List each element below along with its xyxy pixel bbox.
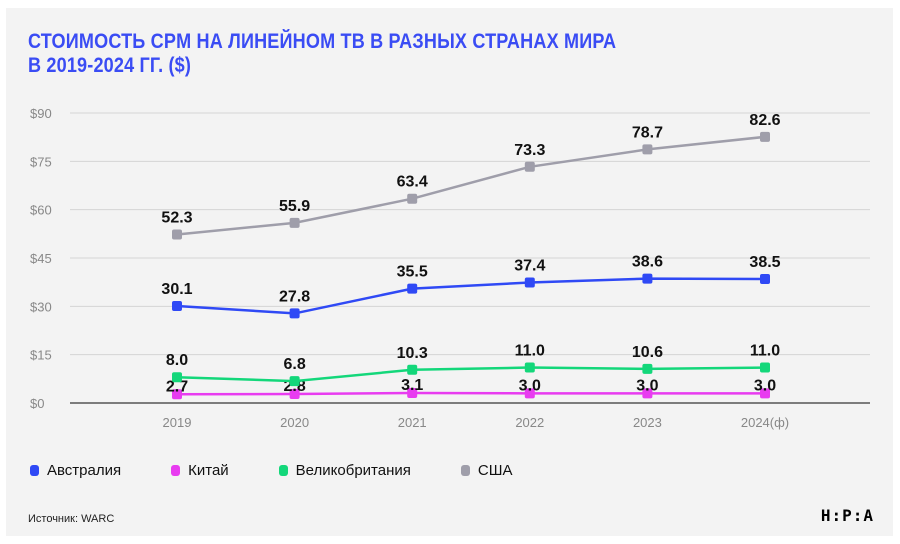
x-tick-label: 2019 xyxy=(163,415,192,430)
data-point xyxy=(407,283,418,294)
data-point xyxy=(642,363,653,374)
data-point xyxy=(524,388,535,399)
data-label: 3.0 xyxy=(754,377,776,394)
data-label: 38.6 xyxy=(632,254,663,271)
legend-label: Австралия xyxy=(47,462,122,479)
x-tick-label: 2024(ф) xyxy=(741,415,789,430)
data-point xyxy=(172,389,182,400)
data-point xyxy=(407,364,418,375)
source-note: Источник: WARC xyxy=(28,513,115,525)
x-tick-label: 2020 xyxy=(280,415,309,430)
data-label: 38.5 xyxy=(749,254,780,271)
data-point xyxy=(642,273,653,284)
x-tick-label: 2021 xyxy=(398,415,427,430)
legend-item: США xyxy=(460,462,513,479)
data-point xyxy=(524,161,535,172)
data-point xyxy=(407,388,418,399)
x-tick-label: 2022 xyxy=(515,415,544,430)
legend-swatch xyxy=(278,465,288,476)
data-label: 37.4 xyxy=(514,257,545,274)
chart-title-line2: В 2019-2024 ГГ. ($) xyxy=(28,54,192,77)
data-point xyxy=(642,388,653,399)
y-tick-label: $0 xyxy=(30,396,44,411)
data-point xyxy=(524,362,535,373)
series-line xyxy=(176,391,765,396)
data-label: 2.7 xyxy=(166,378,188,395)
chart-panel xyxy=(6,8,893,536)
data-label: 73.3 xyxy=(514,142,545,159)
data-point xyxy=(524,277,535,288)
data-point xyxy=(407,193,418,204)
data-label: 35.5 xyxy=(397,264,428,281)
logo: H:P:A xyxy=(820,506,874,525)
data-label: 8.0 xyxy=(166,352,188,369)
data-point xyxy=(289,217,300,228)
data-point xyxy=(289,308,300,319)
data-point xyxy=(172,372,182,383)
chart-title-line1: СТОИМОСТЬ CPM НА ЛИНЕЙНОМ ТВ В РАЗНЫХ СТ… xyxy=(28,30,617,53)
data-label: 55.9 xyxy=(279,198,310,215)
legend-item: Австралия xyxy=(30,462,121,479)
data-label: 11.0 xyxy=(750,343,780,360)
data-point xyxy=(172,229,182,240)
legend: Австралия Китай Великобритания США xyxy=(30,462,562,479)
y-tick-label: $90 xyxy=(30,106,52,121)
legend-label: США xyxy=(477,462,513,479)
y-tick-label: $60 xyxy=(30,203,52,218)
data-label: 30.1 xyxy=(161,281,192,298)
data-point xyxy=(760,273,770,284)
data-label: 10.6 xyxy=(632,344,663,361)
data-point xyxy=(289,388,300,399)
data-point xyxy=(760,388,770,399)
data-point xyxy=(289,376,300,387)
x-tick-label: 2023 xyxy=(633,415,662,430)
data-label: 3.1 xyxy=(401,377,423,394)
data-label: 2.8 xyxy=(283,378,305,395)
legend-label: Китай xyxy=(188,462,229,479)
data-label: 3.0 xyxy=(636,377,658,394)
y-tick-label: $30 xyxy=(30,299,52,314)
data-label: 78.7 xyxy=(632,124,663,141)
data-point xyxy=(760,362,770,373)
data-label: 27.8 xyxy=(279,288,310,305)
data-label: 11.0 xyxy=(515,343,545,360)
legend-swatch xyxy=(30,465,39,476)
data-label: 10.3 xyxy=(397,345,428,362)
data-label: 82.6 xyxy=(749,112,780,129)
y-tick-label: $15 xyxy=(30,348,52,363)
y-tick-label: $45 xyxy=(30,251,52,266)
series-line xyxy=(176,277,766,315)
data-label: 3.0 xyxy=(519,377,541,394)
legend-item: Китай xyxy=(171,462,229,479)
data-label: 6.8 xyxy=(283,356,305,373)
legend-label: Великобритания xyxy=(295,462,411,479)
series-line xyxy=(176,135,766,236)
legend-swatch xyxy=(171,465,181,476)
legend-swatch xyxy=(460,465,470,476)
legend-item: Великобритания xyxy=(278,462,411,479)
data-point xyxy=(760,131,770,142)
y-tick-label: $75 xyxy=(30,154,52,169)
data-point xyxy=(642,144,653,155)
data-label: 52.3 xyxy=(161,209,192,226)
data-label: 63.4 xyxy=(397,174,428,191)
data-point xyxy=(172,301,182,312)
series-line xyxy=(176,366,766,383)
